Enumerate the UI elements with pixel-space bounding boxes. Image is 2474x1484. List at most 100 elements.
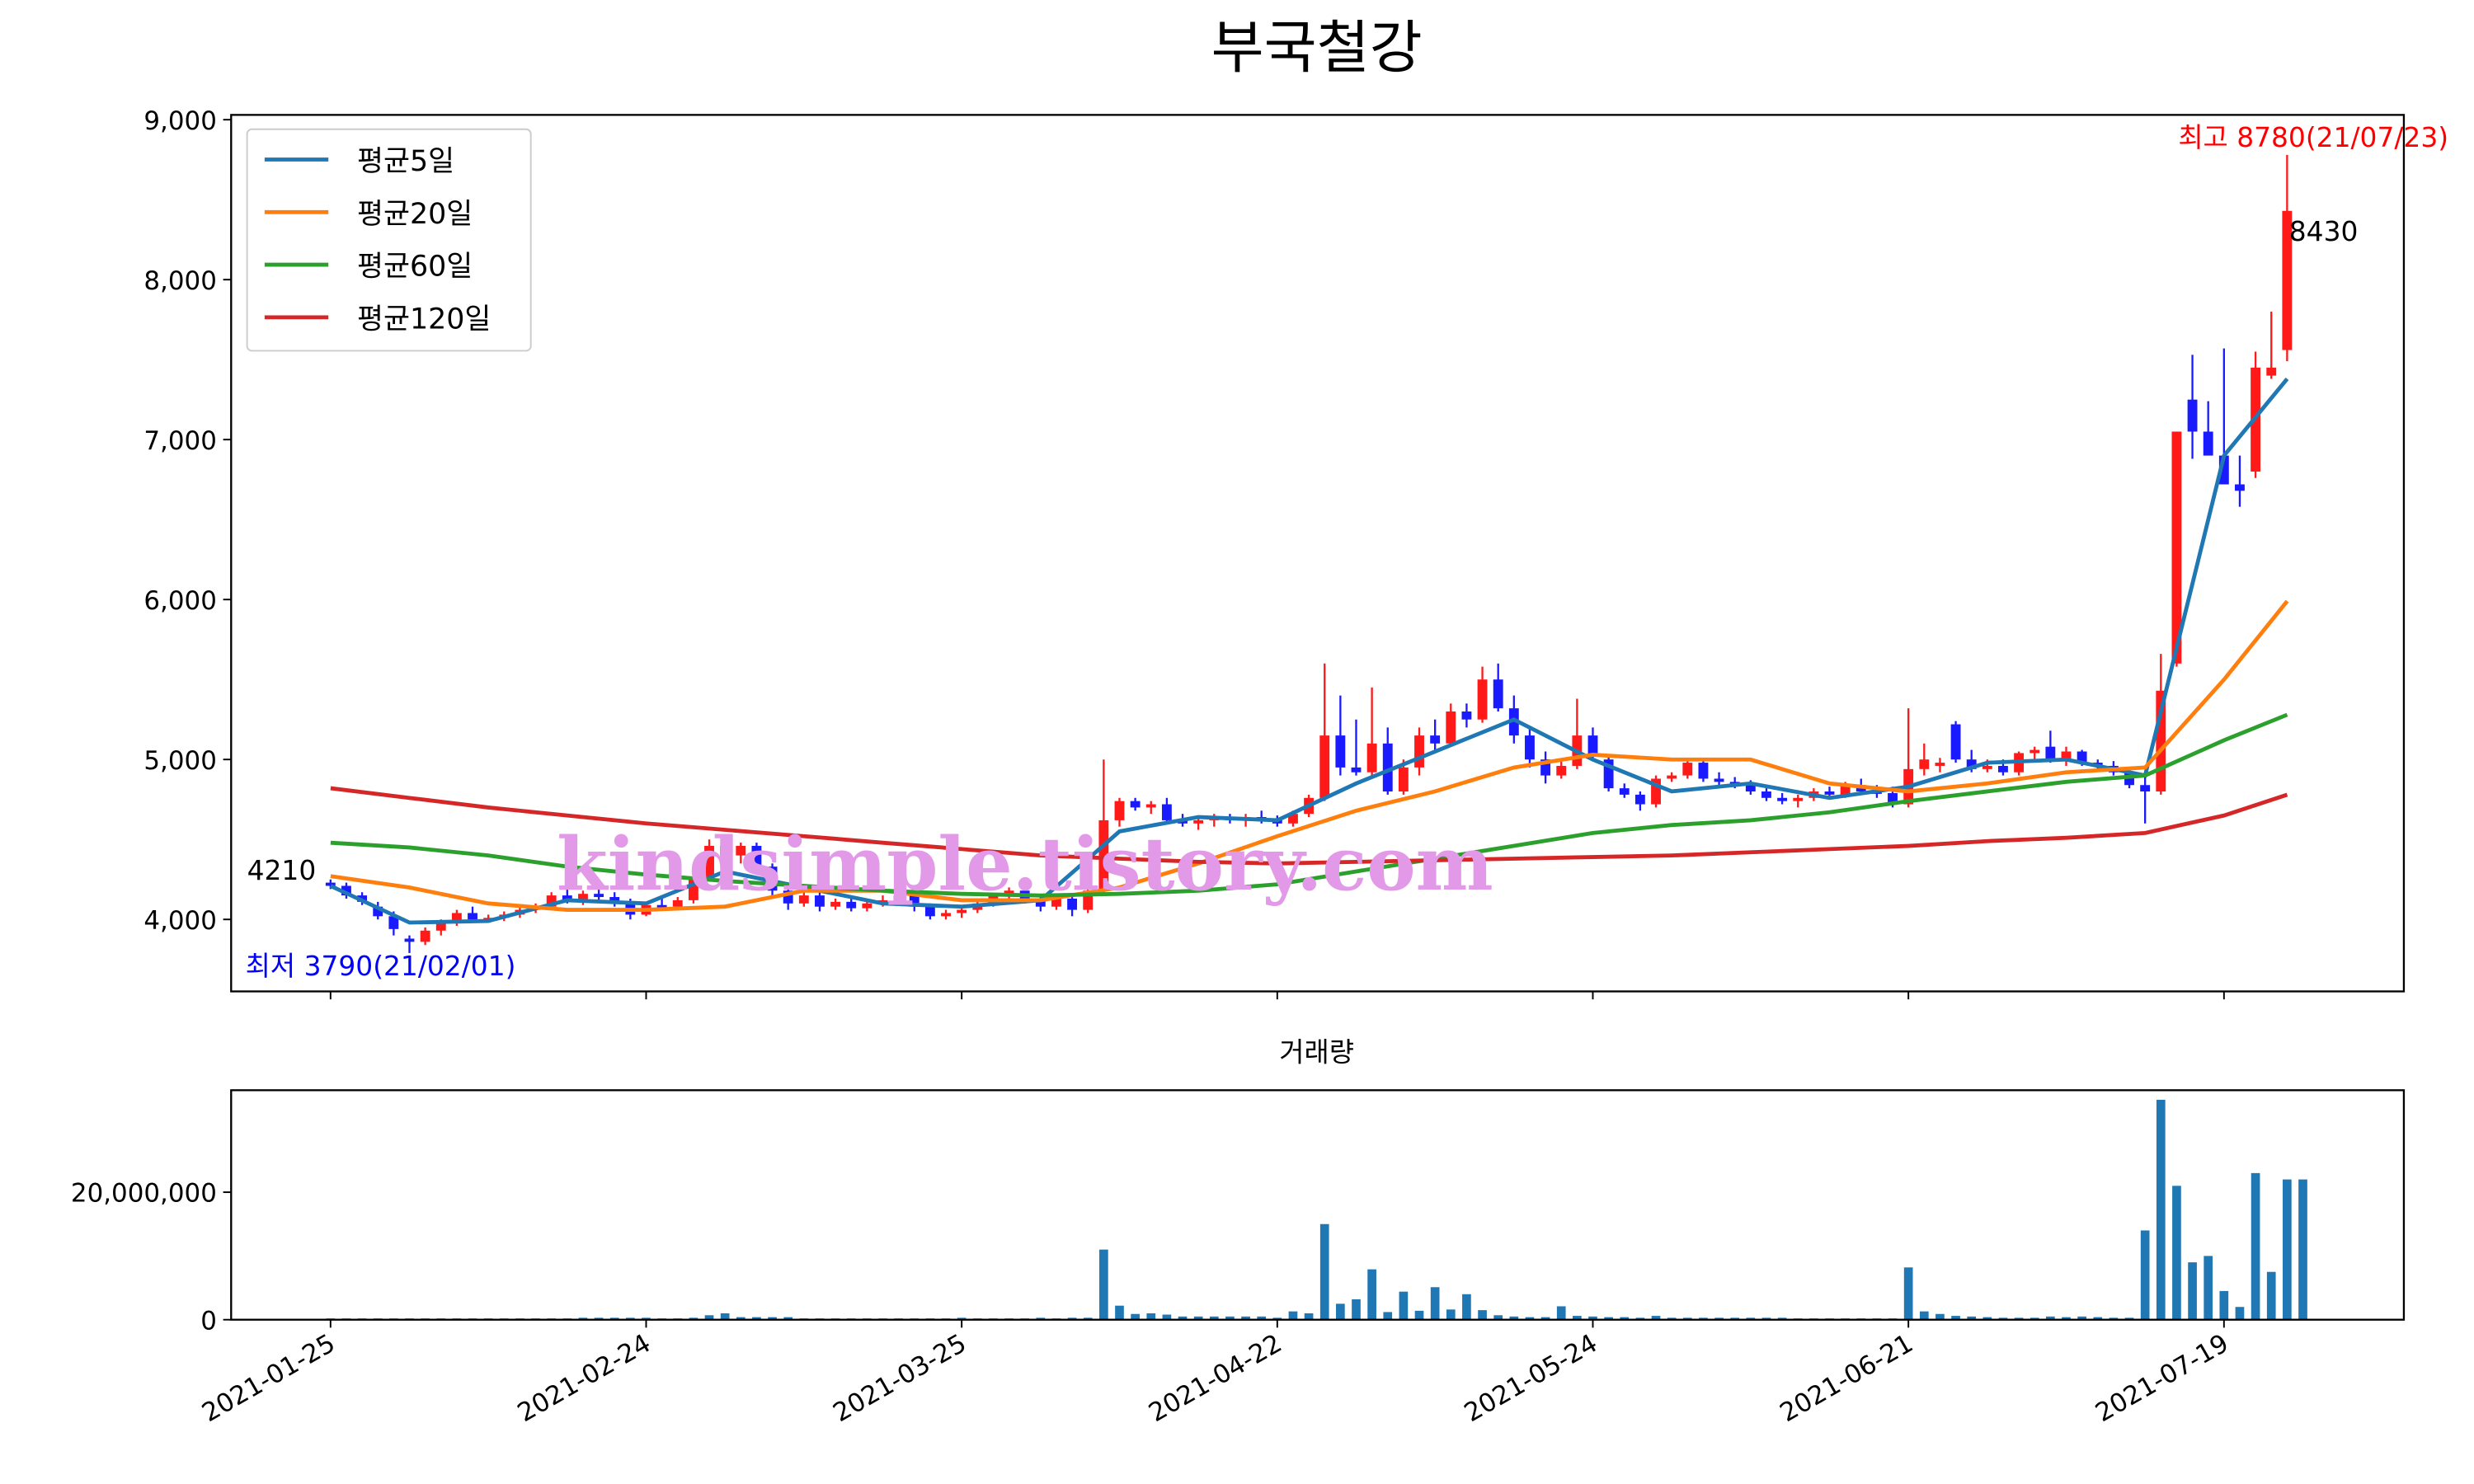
candle-body xyxy=(1398,767,1409,792)
candle-body xyxy=(562,895,572,900)
candle-body xyxy=(2045,746,2056,760)
volume-bar xyxy=(1730,1317,1740,1320)
candle-body xyxy=(594,894,604,898)
volume-bar xyxy=(1225,1316,1235,1320)
candle-body xyxy=(957,909,967,913)
volume-bar xyxy=(1935,1313,1945,1320)
candle-body xyxy=(1935,763,1945,766)
volume-bar xyxy=(1352,1298,1361,1320)
candle-body xyxy=(1288,814,1298,824)
volume-bar xyxy=(2093,1317,2103,1320)
candle-body xyxy=(2030,749,2040,754)
candle-body xyxy=(815,895,825,907)
candle-body xyxy=(2077,751,2087,763)
candle-body xyxy=(341,885,351,896)
candle-body xyxy=(1493,679,1503,709)
legend-label: 평균120일 xyxy=(357,303,491,336)
volume-bar xyxy=(1241,1316,1250,1320)
volume-bar xyxy=(752,1317,761,1320)
candle-body xyxy=(1130,801,1141,808)
volume-bar xyxy=(578,1317,588,1320)
candle-body xyxy=(1382,743,1393,792)
candle-body xyxy=(1698,763,1709,779)
annotation: 최저 3790(21/02/01) xyxy=(246,950,516,982)
axes-frame xyxy=(230,1089,2406,1321)
candle-body xyxy=(1430,735,1441,744)
candle-body xyxy=(1525,735,1535,760)
candle-body xyxy=(1366,743,1377,773)
volume-bar xyxy=(1336,1303,1345,1320)
volume-bar xyxy=(1919,1311,1929,1320)
candle-body xyxy=(1083,890,1094,910)
candle-body xyxy=(751,845,762,867)
y-tick-label: 0 xyxy=(200,1306,217,1336)
volume-bar xyxy=(1083,1317,1093,1320)
volume-bar xyxy=(1493,1315,1503,1320)
y-tick-label: 8,000 xyxy=(143,266,216,296)
candle-body xyxy=(2203,431,2213,456)
volume-bar xyxy=(1162,1314,1172,1320)
volume-bar xyxy=(1193,1316,1203,1320)
candle-body xyxy=(1714,778,1724,782)
volume-bar xyxy=(1588,1316,1597,1320)
volume-bar xyxy=(1414,1310,1424,1320)
candle-body xyxy=(1335,735,1346,768)
candle-body xyxy=(404,938,415,942)
candle-body xyxy=(1982,765,1992,769)
candle-body xyxy=(1950,724,1961,760)
annotation: 최고 8780(21/07/23) xyxy=(2178,121,2448,153)
candle-body xyxy=(1634,794,1645,805)
volume-bar xyxy=(1714,1317,1724,1320)
candle-body xyxy=(1619,788,1630,795)
volume-bar xyxy=(2298,1179,2307,1320)
candle-body xyxy=(2266,367,2277,376)
volume-bar xyxy=(1146,1313,1156,1320)
candle-body xyxy=(893,895,904,900)
candle-body xyxy=(1777,797,1788,801)
volume-bar xyxy=(2156,1099,2166,1320)
volume-bar xyxy=(1682,1317,1692,1320)
volume-bar xyxy=(1178,1316,1188,1320)
axes-frame xyxy=(230,114,2406,993)
legend-label: 평균5일 xyxy=(357,145,454,178)
volume-bar xyxy=(609,1317,619,1320)
candle-body xyxy=(688,877,698,900)
watermark: kindsimple.tistory.com xyxy=(557,821,1493,907)
candle-body xyxy=(1998,765,2008,773)
volume-bar xyxy=(1998,1317,2008,1320)
volume-bar xyxy=(594,1317,604,1320)
volume-bar xyxy=(957,1317,967,1320)
candle-body xyxy=(656,904,667,908)
volume-bar xyxy=(1462,1294,1471,1320)
candle-body xyxy=(941,913,951,917)
candle-body xyxy=(1824,791,1835,795)
candle-body xyxy=(435,923,446,931)
legend-label: 평균20일 xyxy=(357,198,473,231)
y-tick-label: 4,000 xyxy=(143,906,216,936)
candle-body xyxy=(1603,759,1614,789)
ma-line xyxy=(330,786,2288,866)
candle-body xyxy=(1414,735,1424,768)
volume-bar xyxy=(1304,1313,1314,1320)
volume-bar xyxy=(1367,1269,1376,1320)
candle-body xyxy=(1114,801,1125,820)
volume-bar xyxy=(1036,1317,1046,1320)
candle-body xyxy=(767,866,778,891)
candle-body xyxy=(1035,899,1046,907)
candle-body xyxy=(1745,785,1756,792)
candle-body xyxy=(1587,735,1598,757)
candle-body xyxy=(1682,763,1693,776)
candle-body xyxy=(736,845,746,856)
volume-bar xyxy=(1746,1317,1756,1320)
candle-body xyxy=(2140,785,2151,792)
volume-bar xyxy=(2219,1290,2229,1320)
candle-body xyxy=(468,913,477,920)
volume-bar xyxy=(1272,1317,1282,1320)
candle-body xyxy=(1919,759,1930,769)
candle-body xyxy=(924,906,935,917)
volume-bar xyxy=(1288,1311,1298,1320)
candle-body xyxy=(1540,759,1551,776)
volume-bar xyxy=(1951,1316,1960,1320)
volume-bar xyxy=(1699,1317,1708,1320)
